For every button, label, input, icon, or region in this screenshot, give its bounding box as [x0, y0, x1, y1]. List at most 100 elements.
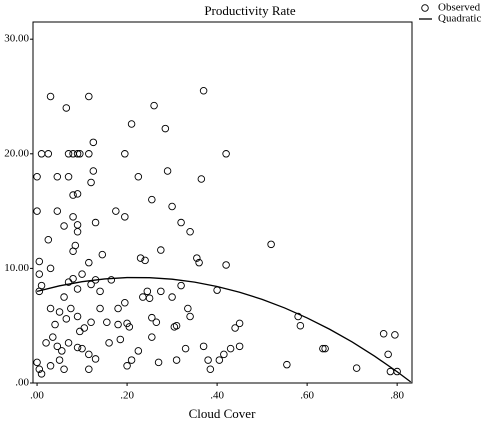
point [121, 299, 129, 307]
point [76, 150, 84, 158]
point [98, 250, 107, 259]
point [33, 172, 41, 181]
point [46, 362, 55, 370]
point [64, 339, 73, 347]
point [213, 286, 221, 294]
point [121, 213, 129, 221]
point [96, 304, 104, 313]
point [37, 370, 46, 378]
y-tick-label: 20.00 [4, 147, 29, 159]
point [67, 304, 75, 313]
point [116, 335, 125, 344]
point [220, 350, 228, 359]
point [58, 347, 66, 355]
point [157, 287, 165, 296]
point [51, 320, 59, 329]
point [204, 356, 212, 364]
point [55, 356, 64, 364]
y-tick-label: 10.00 [4, 262, 29, 274]
point [96, 287, 104, 296]
point [64, 172, 73, 181]
point [134, 347, 143, 355]
point [35, 365, 44, 373]
point [193, 254, 201, 262]
point [60, 365, 68, 373]
point [134, 172, 143, 181]
point [141, 256, 149, 265]
x-tick-label: .00 [30, 390, 44, 402]
point [69, 247, 77, 255]
point [172, 356, 181, 364]
point [206, 365, 215, 373]
y-tick-label: 30.00 [4, 33, 29, 45]
point [123, 362, 131, 370]
point [76, 327, 84, 336]
x-tick-label: .40 [210, 390, 224, 402]
point [62, 315, 71, 323]
point [80, 324, 89, 332]
point [222, 261, 230, 269]
point [85, 92, 93, 101]
point [85, 150, 93, 158]
point [391, 331, 399, 339]
point [73, 227, 82, 236]
legend-marker [421, 4, 429, 12]
point [199, 342, 208, 351]
point [60, 293, 68, 301]
point [37, 150, 46, 158]
point [226, 344, 235, 353]
point [127, 120, 136, 128]
point [186, 227, 194, 236]
point [148, 333, 156, 341]
point [127, 356, 136, 364]
point [49, 333, 57, 341]
point [145, 294, 154, 302]
point [112, 207, 120, 215]
point [177, 281, 185, 290]
point [197, 175, 206, 183]
point [222, 150, 230, 158]
point [85, 258, 93, 267]
point [215, 356, 224, 364]
point [157, 246, 165, 254]
point [379, 329, 388, 338]
point [235, 342, 244, 351]
point [35, 270, 44, 278]
point [114, 304, 122, 313]
point [87, 318, 95, 327]
point [33, 207, 41, 215]
point [55, 308, 64, 316]
point [89, 138, 98, 147]
point [73, 343, 82, 352]
point [143, 287, 152, 296]
point [125, 323, 134, 331]
fit-line [36, 276, 412, 383]
point [91, 355, 100, 363]
point [78, 270, 86, 278]
y-tick-label: .00 [15, 377, 29, 389]
point [69, 274, 77, 283]
point [184, 304, 192, 313]
point [46, 92, 55, 101]
point [186, 312, 194, 321]
point [53, 172, 62, 181]
point [44, 235, 53, 244]
point [64, 150, 73, 158]
point [46, 304, 55, 313]
point [121, 150, 129, 158]
point [139, 293, 147, 301]
point [231, 324, 239, 332]
point [89, 167, 98, 175]
point [114, 320, 122, 329]
point [393, 367, 401, 376]
plot-frame [32, 21, 413, 384]
point [319, 344, 327, 353]
point [195, 258, 203, 267]
point [53, 207, 62, 215]
point [148, 195, 156, 204]
point [73, 221, 82, 229]
point [42, 339, 50, 347]
chart-title: Productivity Rate [204, 3, 296, 18]
point [46, 264, 55, 273]
